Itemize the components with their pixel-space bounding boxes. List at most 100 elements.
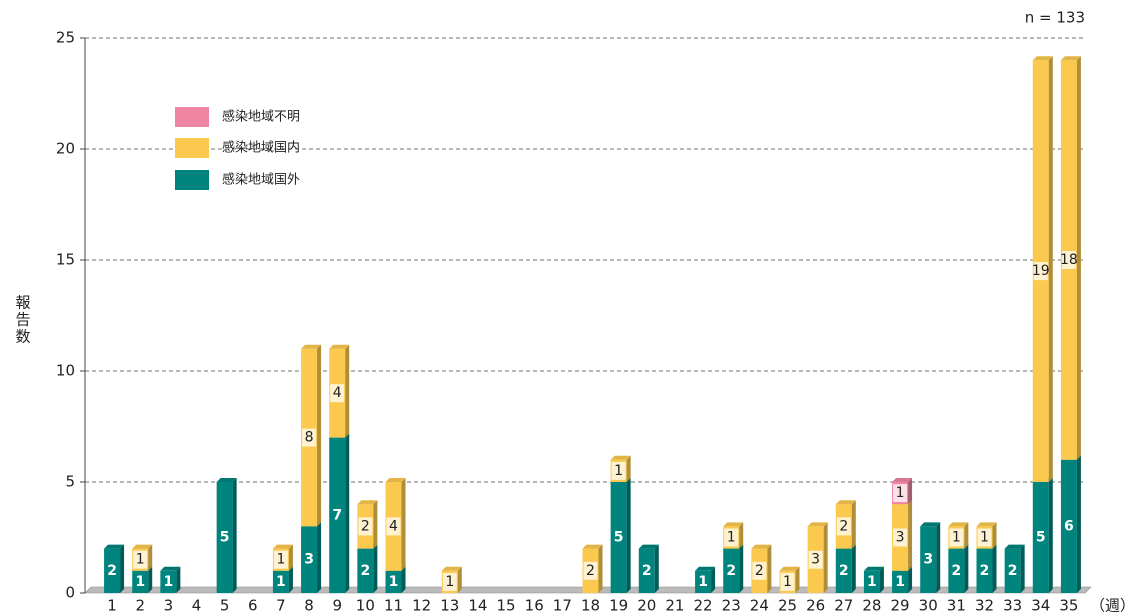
bar-side [851,500,856,549]
annotation: n = 133 [1025,9,1085,27]
bar-side [457,566,462,593]
bar-side [1076,56,1081,460]
bar-side [345,344,350,438]
data-label: 19 [1032,263,1050,279]
bar-front [132,570,149,593]
bar-side [317,344,322,527]
label-bg [133,550,148,569]
bar-side [739,544,744,593]
bar-front [863,570,880,593]
bar-front [329,437,346,593]
bar-side [626,455,631,482]
label-bg [1033,262,1048,281]
x-tick-label: 18 [581,597,600,615]
data-label: 1 [445,574,454,590]
x-tick-label: 26 [806,597,825,615]
y-tick-label: 10 [56,362,75,380]
data-label: 1 [614,463,623,479]
data-label: 18 [1060,252,1078,268]
bar-segment [329,433,350,593]
label-bg [949,528,964,547]
bar-top [441,566,462,571]
bar-side [401,478,406,571]
bar-top [216,478,237,482]
label-bg [1061,251,1076,269]
data-label: 4 [389,518,398,534]
bar-top [695,566,716,571]
legend-swatch [175,107,209,127]
data-label: 2 [726,563,736,579]
bar-side [879,566,884,593]
data-label: 5 [1036,530,1046,546]
data-label: 1 [135,574,145,590]
data-label: 2 [980,563,990,579]
bar-side [148,544,153,571]
bar-side [1076,455,1081,593]
bar-side [373,544,378,593]
bar-side [739,522,744,549]
x-tick-label: 23 [722,597,741,615]
bar-side [1020,544,1025,593]
bar-side [288,566,293,593]
bar-front [723,548,740,593]
data-label: 2 [1008,563,1018,579]
bar-side [964,544,969,593]
data-label: 3 [811,552,820,568]
x-tick-label: 20 [637,597,656,615]
legend-label: 感染地域不明 [222,109,300,125]
x-tick-label: 29 [891,597,910,615]
legend-swatch [175,138,209,158]
bar-top [892,478,913,482]
x-tick-label: 16 [525,597,544,615]
bar-side [317,522,322,593]
bar-segment [695,566,716,593]
y-tick-label: 15 [56,251,75,269]
bar-top [272,544,293,549]
bar-side [1048,478,1053,593]
bar-top [638,544,659,549]
data-label: 1 [727,530,736,546]
bar-front [610,482,627,593]
bar-side [176,566,181,593]
y-tick-label: 20 [56,140,75,158]
bar-front [272,570,289,593]
x-tick-label: 24 [750,597,769,615]
x-tick-label: 30 [919,597,938,615]
bar-side [120,544,125,593]
label-bg [724,528,739,547]
bar-top [132,544,153,549]
bar-segment [863,566,884,593]
label-bg [977,528,992,547]
bar-segment [610,478,631,593]
legend-label: 感染地域国外 [222,172,300,188]
x-tick-label: 19 [609,597,628,615]
label-bg [836,517,851,536]
bar-segment [1032,478,1053,593]
data-label: 1 [980,530,989,546]
legend-swatch [175,170,209,190]
bar-front [216,482,233,593]
bar-segment [948,544,969,593]
bar-front [1060,459,1077,593]
bar-side [908,566,913,593]
bar-top [610,455,631,460]
x-tick-label: 35 [1059,597,1078,615]
bar-side [654,544,659,593]
bar-side [964,522,969,549]
bar-side [232,478,237,593]
bar-side [823,522,828,593]
data-label: 2 [642,563,652,579]
x-tick-label: 5 [220,597,230,615]
bar-top [385,478,406,482]
label-bg [273,550,288,569]
x-tick-label: 21 [665,597,684,615]
bar-side [908,478,913,505]
x-tick-label: 7 [276,597,286,615]
bar-segment [1004,544,1025,593]
label-bg [583,561,598,580]
bar-segment [920,522,941,593]
bar-side [1048,56,1053,482]
label-bg [808,550,823,569]
label-bg [386,517,401,536]
